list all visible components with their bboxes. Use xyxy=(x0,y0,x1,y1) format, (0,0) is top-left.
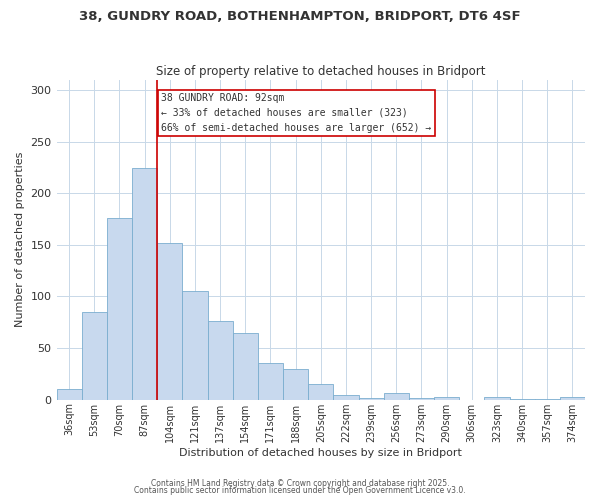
Bar xyxy=(434,396,459,400)
Text: Contains public sector information licensed under the Open Government Licence v3: Contains public sector information licen… xyxy=(134,486,466,495)
Bar xyxy=(233,332,258,400)
Bar xyxy=(535,398,560,400)
Text: 38, GUNDRY ROAD, BOTHENHAMPTON, BRIDPORT, DT6 4SF: 38, GUNDRY ROAD, BOTHENHAMPTON, BRIDPORT… xyxy=(79,10,521,23)
Bar xyxy=(182,292,208,400)
Bar xyxy=(208,321,233,400)
Bar xyxy=(560,396,585,400)
Bar xyxy=(157,243,182,400)
Bar xyxy=(82,312,107,400)
Title: Size of property relative to detached houses in Bridport: Size of property relative to detached ho… xyxy=(156,66,485,78)
Bar xyxy=(107,218,132,400)
Bar xyxy=(334,394,359,400)
Text: Contains HM Land Registry data © Crown copyright and database right 2025.: Contains HM Land Registry data © Crown c… xyxy=(151,478,449,488)
Bar xyxy=(56,390,82,400)
Bar xyxy=(409,398,434,400)
Text: 38 GUNDRY ROAD: 92sqm
← 33% of detached houses are smaller (323)
66% of semi-det: 38 GUNDRY ROAD: 92sqm ← 33% of detached … xyxy=(161,93,431,132)
Bar xyxy=(359,398,383,400)
Bar xyxy=(308,384,334,400)
Y-axis label: Number of detached properties: Number of detached properties xyxy=(15,152,25,328)
Bar xyxy=(258,362,283,400)
X-axis label: Distribution of detached houses by size in Bridport: Distribution of detached houses by size … xyxy=(179,448,462,458)
Bar xyxy=(484,396,509,400)
Bar xyxy=(132,168,157,400)
Bar xyxy=(383,394,409,400)
Bar xyxy=(283,368,308,400)
Bar xyxy=(509,398,535,400)
